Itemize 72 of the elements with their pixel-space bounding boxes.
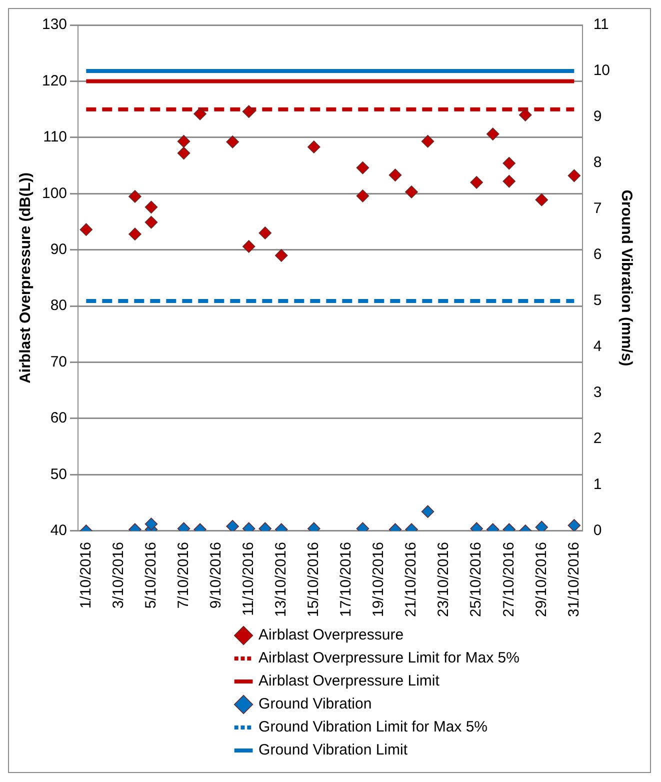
x-tick-label: 19/10/2016 [370,542,388,618]
y-tick-label: 40 [50,522,68,540]
x-tick-label: 31/10/2016 [565,542,582,618]
point [470,176,483,189]
point [502,156,516,170]
legend-label: Ground Vibration [258,696,372,713]
y2-tick-label: 3 [593,384,602,402]
y2-tick-label: 0 [593,522,602,540]
x-tick-label: 17/10/2016 [338,542,355,618]
y2-tick-label: 11 [593,16,609,34]
point [486,128,500,140]
legend-label: Airblast Overpressure Limit for Max 5% [258,650,520,667]
point [502,174,516,188]
y2-tick-label: 6 [593,246,602,264]
point [274,249,288,262]
y2-tick-label: 5 [593,292,602,310]
point [226,136,239,148]
y-tick-label: 120 [42,72,68,90]
point [356,189,370,202]
x-tick-label: 21/10/2016 [402,542,420,618]
point [258,226,272,240]
x-tick-label: 13/10/2016 [272,542,290,618]
point [308,140,320,154]
point [177,134,190,148]
point [421,134,434,148]
y-axis-title: Airblast Overpressure (dB(L)) [17,172,34,384]
y2-tick-label: 2 [593,430,602,448]
legend-label: Ground Vibration Limit for Max 5% [258,718,488,736]
x-tick-label: 25/10/2016 [468,542,485,618]
point [177,146,190,160]
y-tick-label: 100 [42,184,68,202]
x-tick-label: 27/10/2016 [500,542,518,618]
x-tick-label: 9/10/2016 [207,542,224,609]
point [535,193,548,206]
x-tick-label: 1/10/2016 [77,542,94,609]
y2-tick-label: 8 [593,154,602,172]
x-tick-label: 15/10/2016 [305,542,322,618]
legend-label: Airblast Overpressure [258,626,404,644]
legend-label: Ground Vibration Limit [258,742,408,759]
point [242,240,256,253]
point [128,190,142,203]
legend-label: Airblast Overpressure Limit [258,672,440,690]
x-tick-label: 11/10/2016 [240,542,257,616]
point [144,216,158,229]
y-tick-label: 130 [42,16,68,34]
y-tick-label: 90 [50,240,68,258]
point [80,223,93,236]
point [388,168,402,182]
point [405,186,418,198]
point [194,107,206,120]
y-tick-label: 80 [50,297,68,314]
y-tick-label: 50 [50,466,68,483]
y2-axis-title: Ground Vibration (mm/s) [618,190,635,366]
y2-tick-label: 4 [593,338,602,356]
point [128,228,142,241]
x-tick-label: 23/10/2016 [435,542,452,618]
x-tick-label: 5/10/2016 [142,542,160,609]
y2-tick-label: 7 [593,200,602,218]
y2-tick-label: 10 [593,62,610,80]
point [242,105,256,118]
point [356,161,370,174]
y2-tick-label: 9 [593,108,602,126]
x-tick-label: 29/10/2016 [532,542,550,618]
point [144,200,158,214]
point [568,169,581,182]
y-tick-label: 110 [43,128,68,146]
x-tick-label: 7/10/2016 [174,542,192,609]
point [518,108,532,122]
y-tick-label: 60 [50,410,68,427]
y-tick-label: 70 [50,353,68,370]
x-tick-label: 3/10/2016 [110,542,127,609]
y2-tick-label: 1 [593,476,602,494]
